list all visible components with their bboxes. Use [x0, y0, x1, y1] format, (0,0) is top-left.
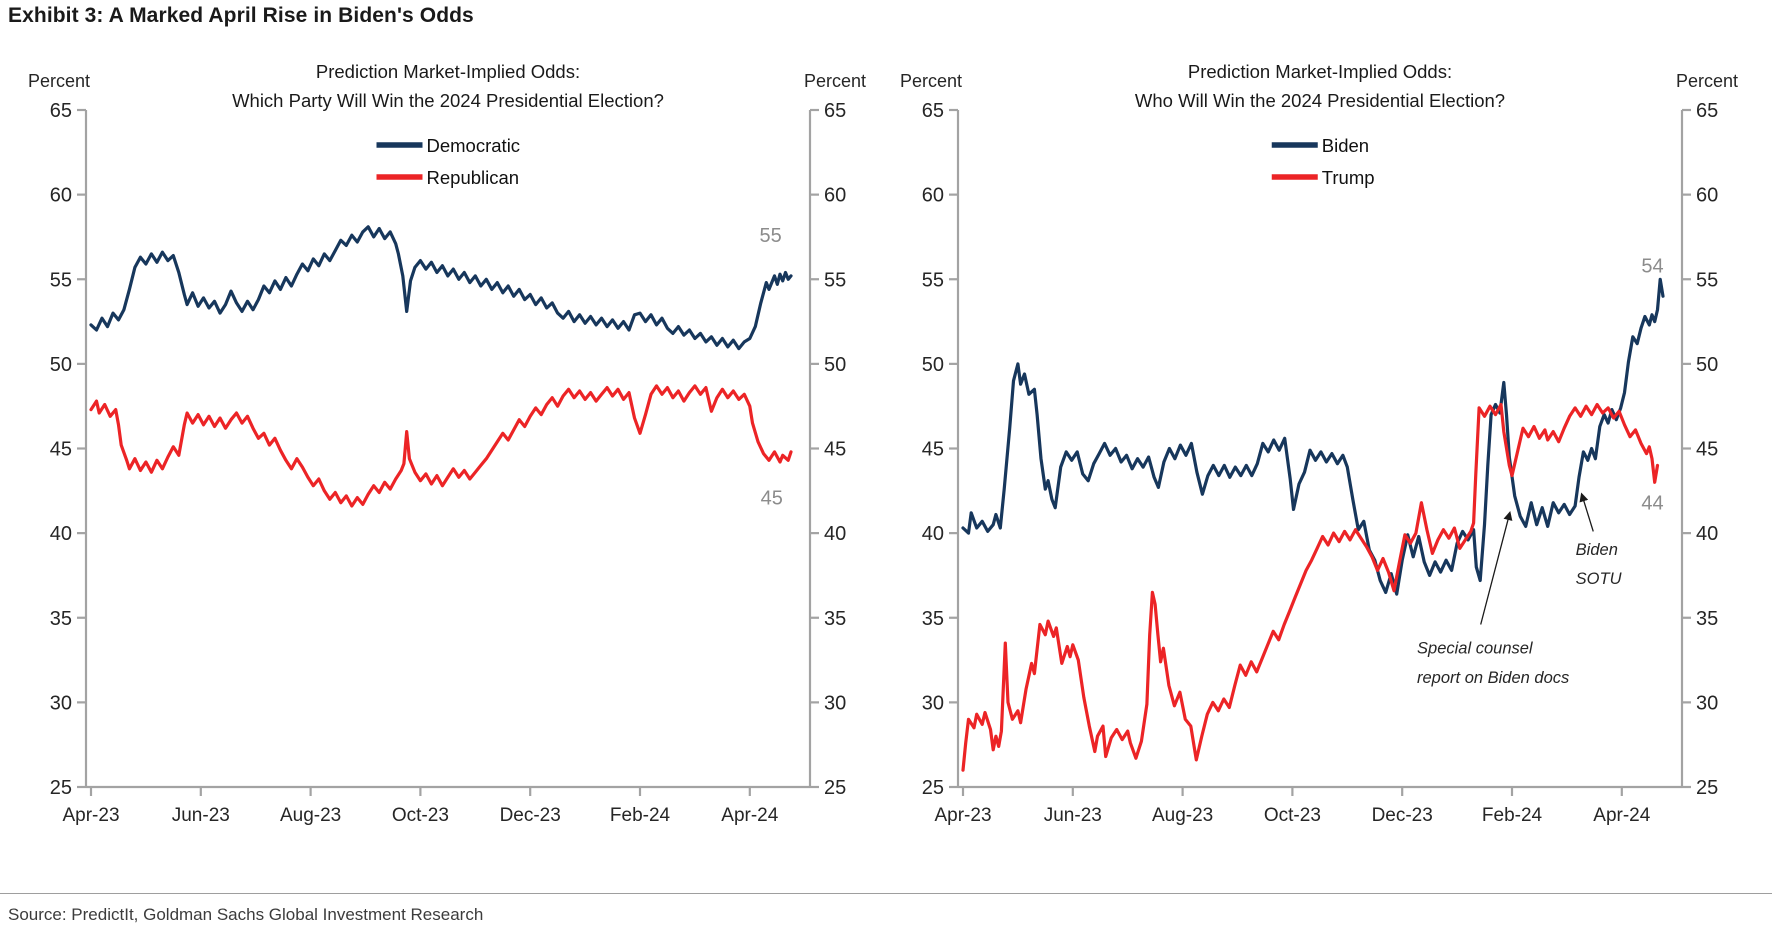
series-line-biden	[961, 277, 1665, 596]
chart-title-line: Prediction Market-Implied Odds:	[1188, 61, 1452, 82]
y-tick-label: 50	[824, 354, 846, 376]
x-tick-label: Apr-24	[1593, 805, 1650, 826]
y-tick-label: 65	[50, 100, 72, 122]
y-tick-label: 30	[50, 692, 72, 714]
series-line-trump	[961, 402, 1660, 772]
legend-label: Trump	[1322, 167, 1375, 188]
y-tick-label: 50	[50, 354, 72, 376]
y-tick-label: 65	[1696, 100, 1718, 122]
source-line: Source: PredictIt, Goldman Sachs Global …	[8, 905, 484, 924]
y-tick-label: 65	[824, 100, 846, 122]
party-odds-chart: 25 25 30 30 35 35 40 40 45 45 50 50 55 55 60 60 65 65 Apr-…	[28, 61, 866, 826]
y-tick-label: 25	[824, 777, 846, 799]
exhibit-title: Exhibit 3: A Marked April Rise in Biden'…	[8, 4, 474, 27]
y-tick-label: 50	[922, 354, 944, 376]
x-tick-label: Dec-23	[1372, 805, 1433, 826]
biden-sotu-note-text: SOTU	[1576, 570, 1622, 588]
legend-label: Biden	[1322, 135, 1369, 156]
x-tick-label: Feb-24	[1482, 805, 1543, 826]
x-tick-label: Oct-23	[1264, 805, 1321, 826]
y-tick-label: 35	[824, 608, 846, 630]
x-tick-label: Oct-23	[392, 805, 449, 826]
special-counsel-note-text: Special counsel	[1417, 639, 1534, 657]
y-tick-label: 60	[824, 185, 846, 207]
y-tick-label: 35	[1696, 608, 1718, 630]
special-counsel-note-text: report on Biden docs	[1417, 669, 1569, 687]
y-tick-label: 55	[1696, 269, 1718, 291]
y-tick-label: 30	[824, 692, 846, 714]
y-tick-label: 35	[50, 608, 72, 630]
y-tick-label: 55	[824, 269, 846, 291]
y-tick-label: 30	[1696, 692, 1718, 714]
end-value-label: 44	[1641, 492, 1663, 514]
x-tick-label: Apr-23	[62, 805, 119, 826]
percent-label-right: Percent	[1676, 71, 1738, 91]
chart-title-line: Prediction Market-Implied Odds:	[316, 61, 580, 82]
y-tick-label: 40	[922, 523, 944, 545]
end-value-label: 55	[760, 225, 782, 247]
y-tick-label: 60	[922, 185, 944, 207]
y-tick-label: 25	[1696, 777, 1718, 799]
special-counsel-note-arrow	[1480, 511, 1513, 625]
series-line-democratic	[89, 225, 793, 351]
y-tick-label: 35	[922, 608, 944, 630]
y-tick-label: 50	[1696, 354, 1718, 376]
biden-sotu-note-arrow	[1579, 492, 1594, 532]
y-tick-label: 30	[922, 692, 944, 714]
series-line-republican	[89, 384, 793, 508]
chart-title-line: Which Party Will Win the 2024 Presidenti…	[232, 90, 664, 111]
divider-line	[0, 893, 1772, 894]
x-tick-label: Jun-23	[172, 805, 230, 826]
y-tick-label: 45	[824, 439, 846, 461]
end-value-label: 45	[761, 487, 783, 509]
y-tick-label: 25	[50, 777, 72, 799]
x-tick-label: Apr-23	[934, 805, 991, 826]
x-tick-label: Feb-24	[610, 805, 671, 826]
percent-label-left: Percent	[900, 71, 962, 91]
chart-title-line: Who Will Win the 2024 Presidential Elect…	[1135, 90, 1505, 111]
y-tick-label: 65	[922, 100, 944, 122]
x-tick-label: Jun-23	[1044, 805, 1102, 826]
y-tick-label: 55	[50, 269, 72, 291]
percent-label-right: Percent	[804, 71, 866, 91]
y-tick-label: 45	[50, 439, 72, 461]
x-tick-label: Dec-23	[500, 805, 561, 826]
y-tick-label: 60	[50, 185, 72, 207]
y-tick-label: 25	[922, 777, 944, 799]
x-tick-label: Aug-23	[280, 805, 341, 826]
x-tick-label: Apr-24	[721, 805, 778, 826]
biden-sotu-note-text: Biden	[1576, 541, 1618, 559]
y-tick-label: 40	[50, 523, 72, 545]
y-tick-label: 45	[1696, 439, 1718, 461]
y-tick-label: 55	[922, 269, 944, 291]
x-tick-label: Aug-23	[1152, 805, 1213, 826]
y-tick-label: 45	[922, 439, 944, 461]
percent-label-left: Percent	[28, 71, 90, 91]
legend-label: Republican	[427, 167, 520, 188]
end-value-label: 54	[1641, 255, 1663, 277]
candidate-odds-chart: 25 25 30 30 35 35 40 40 45 45 50 50 55 55 60 60 65 65 Apr-…	[900, 61, 1738, 826]
legend-label: Democratic	[427, 135, 521, 156]
y-tick-label: 40	[1696, 523, 1718, 545]
y-tick-label: 60	[1696, 185, 1718, 207]
y-tick-label: 40	[824, 523, 846, 545]
